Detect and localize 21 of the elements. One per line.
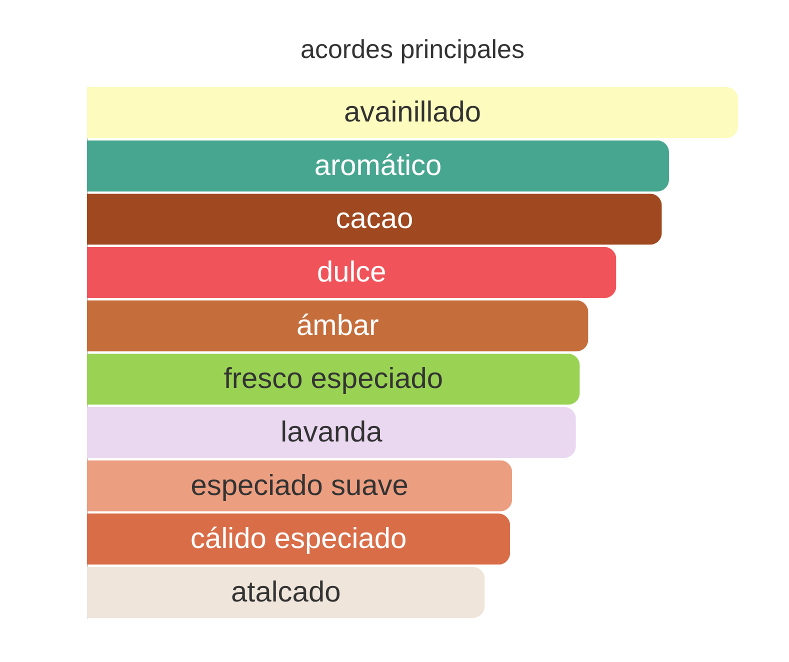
bar [87, 300, 588, 352]
bar [87, 566, 485, 618]
y-tick-label: avainillado [344, 96, 482, 129]
y-tick-label: cacao [336, 203, 414, 236]
y-tick-label: especiado suave [190, 470, 408, 502]
bar [87, 140, 669, 192]
chart-title: acordes principales [300, 34, 525, 64]
y-tick-label: fresco especiado [224, 363, 444, 396]
bar [87, 194, 662, 245]
bar [87, 514, 510, 565]
y-tick-label: lavanda [280, 416, 384, 448]
bar [87, 87, 738, 138]
y-tick-label: dulce [316, 256, 386, 289]
bar [87, 406, 576, 458]
y-tick-label: aromático [314, 150, 442, 182]
bar [87, 354, 580, 405]
bar [87, 246, 616, 298]
bar [87, 460, 512, 512]
y-tick-label: cálido especiado [190, 523, 407, 556]
y-tick-label: ámbar [296, 310, 380, 342]
y-tick-label: atalcado [231, 576, 341, 608]
